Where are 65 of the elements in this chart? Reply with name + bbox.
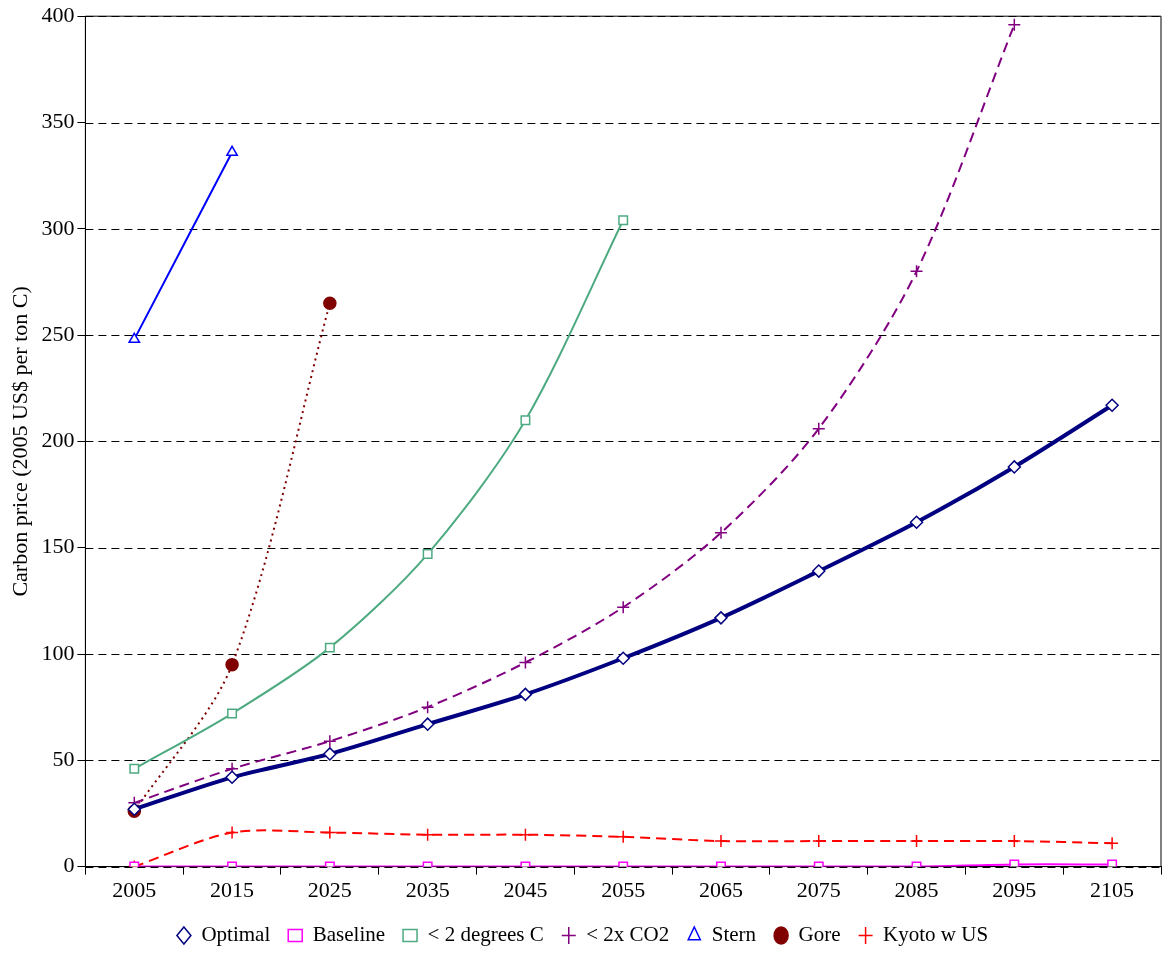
point [1009,859,1020,867]
point [909,515,924,529]
point [225,657,239,672]
point [420,700,435,714]
point [323,825,337,840]
point [1007,834,1022,848]
point [1107,859,1118,867]
x-tick-label: 2085 [894,876,939,902]
point [1007,460,1022,474]
legend-label: Baseline [312,922,386,947]
x-tick-label: 2065 [698,876,743,902]
point [618,215,629,226]
legend-label: Optimal [201,922,271,947]
y-tick-label: 350 [41,108,75,134]
point [616,600,630,614]
point [323,734,337,748]
legend-label: < 2x CO2 [586,922,670,947]
y-tick-label: 150 [41,533,75,559]
point [616,651,630,665]
y-axis-title: Carbon price (2005 US$ per ton C) [6,286,32,597]
point [323,296,337,310]
x-tick-label: 2015 [210,876,255,902]
point [1007,17,1022,32]
point [422,549,433,560]
point [225,770,239,785]
point [714,611,728,625]
point [420,827,435,842]
point [812,564,826,578]
point [518,655,533,670]
legend-label: < 2 degrees C [427,922,544,947]
point [227,708,238,719]
point [616,830,630,844]
point [1105,398,1119,413]
y-tick-label: 400 [41,1,75,27]
x-tick-label: 2105 [1090,876,1135,902]
y-tick-label: 250 [41,320,75,346]
y-tick-label: 100 [41,639,75,665]
point [129,763,140,774]
x-tick-label: 2025 [307,876,352,902]
x-tick-label: 2005 [112,876,157,902]
x-tick-label: 2095 [992,876,1037,902]
x-tick-label: 2055 [601,876,646,902]
y-tick-label: 0 [63,852,75,878]
point [520,415,531,426]
point [323,747,337,761]
y-tick-label: 50 [52,746,75,772]
legend-label: Stern [711,922,757,947]
point [909,264,924,279]
x-tick-label: 2035 [405,876,450,902]
point [518,827,533,842]
y-tick-label: 300 [41,214,75,240]
legend-label: Gore [798,922,841,947]
y-tick-label: 200 [41,427,75,453]
point [714,834,728,848]
point [420,717,435,731]
point [714,526,728,540]
point [812,421,826,436]
legend-label: Kyoto w US [883,922,989,947]
point [1105,836,1119,850]
x-tick-label: 2045 [503,876,548,902]
point [324,642,335,653]
point [518,687,533,702]
point [225,825,239,840]
x-tick-label: 2075 [796,876,841,902]
point [909,834,924,848]
